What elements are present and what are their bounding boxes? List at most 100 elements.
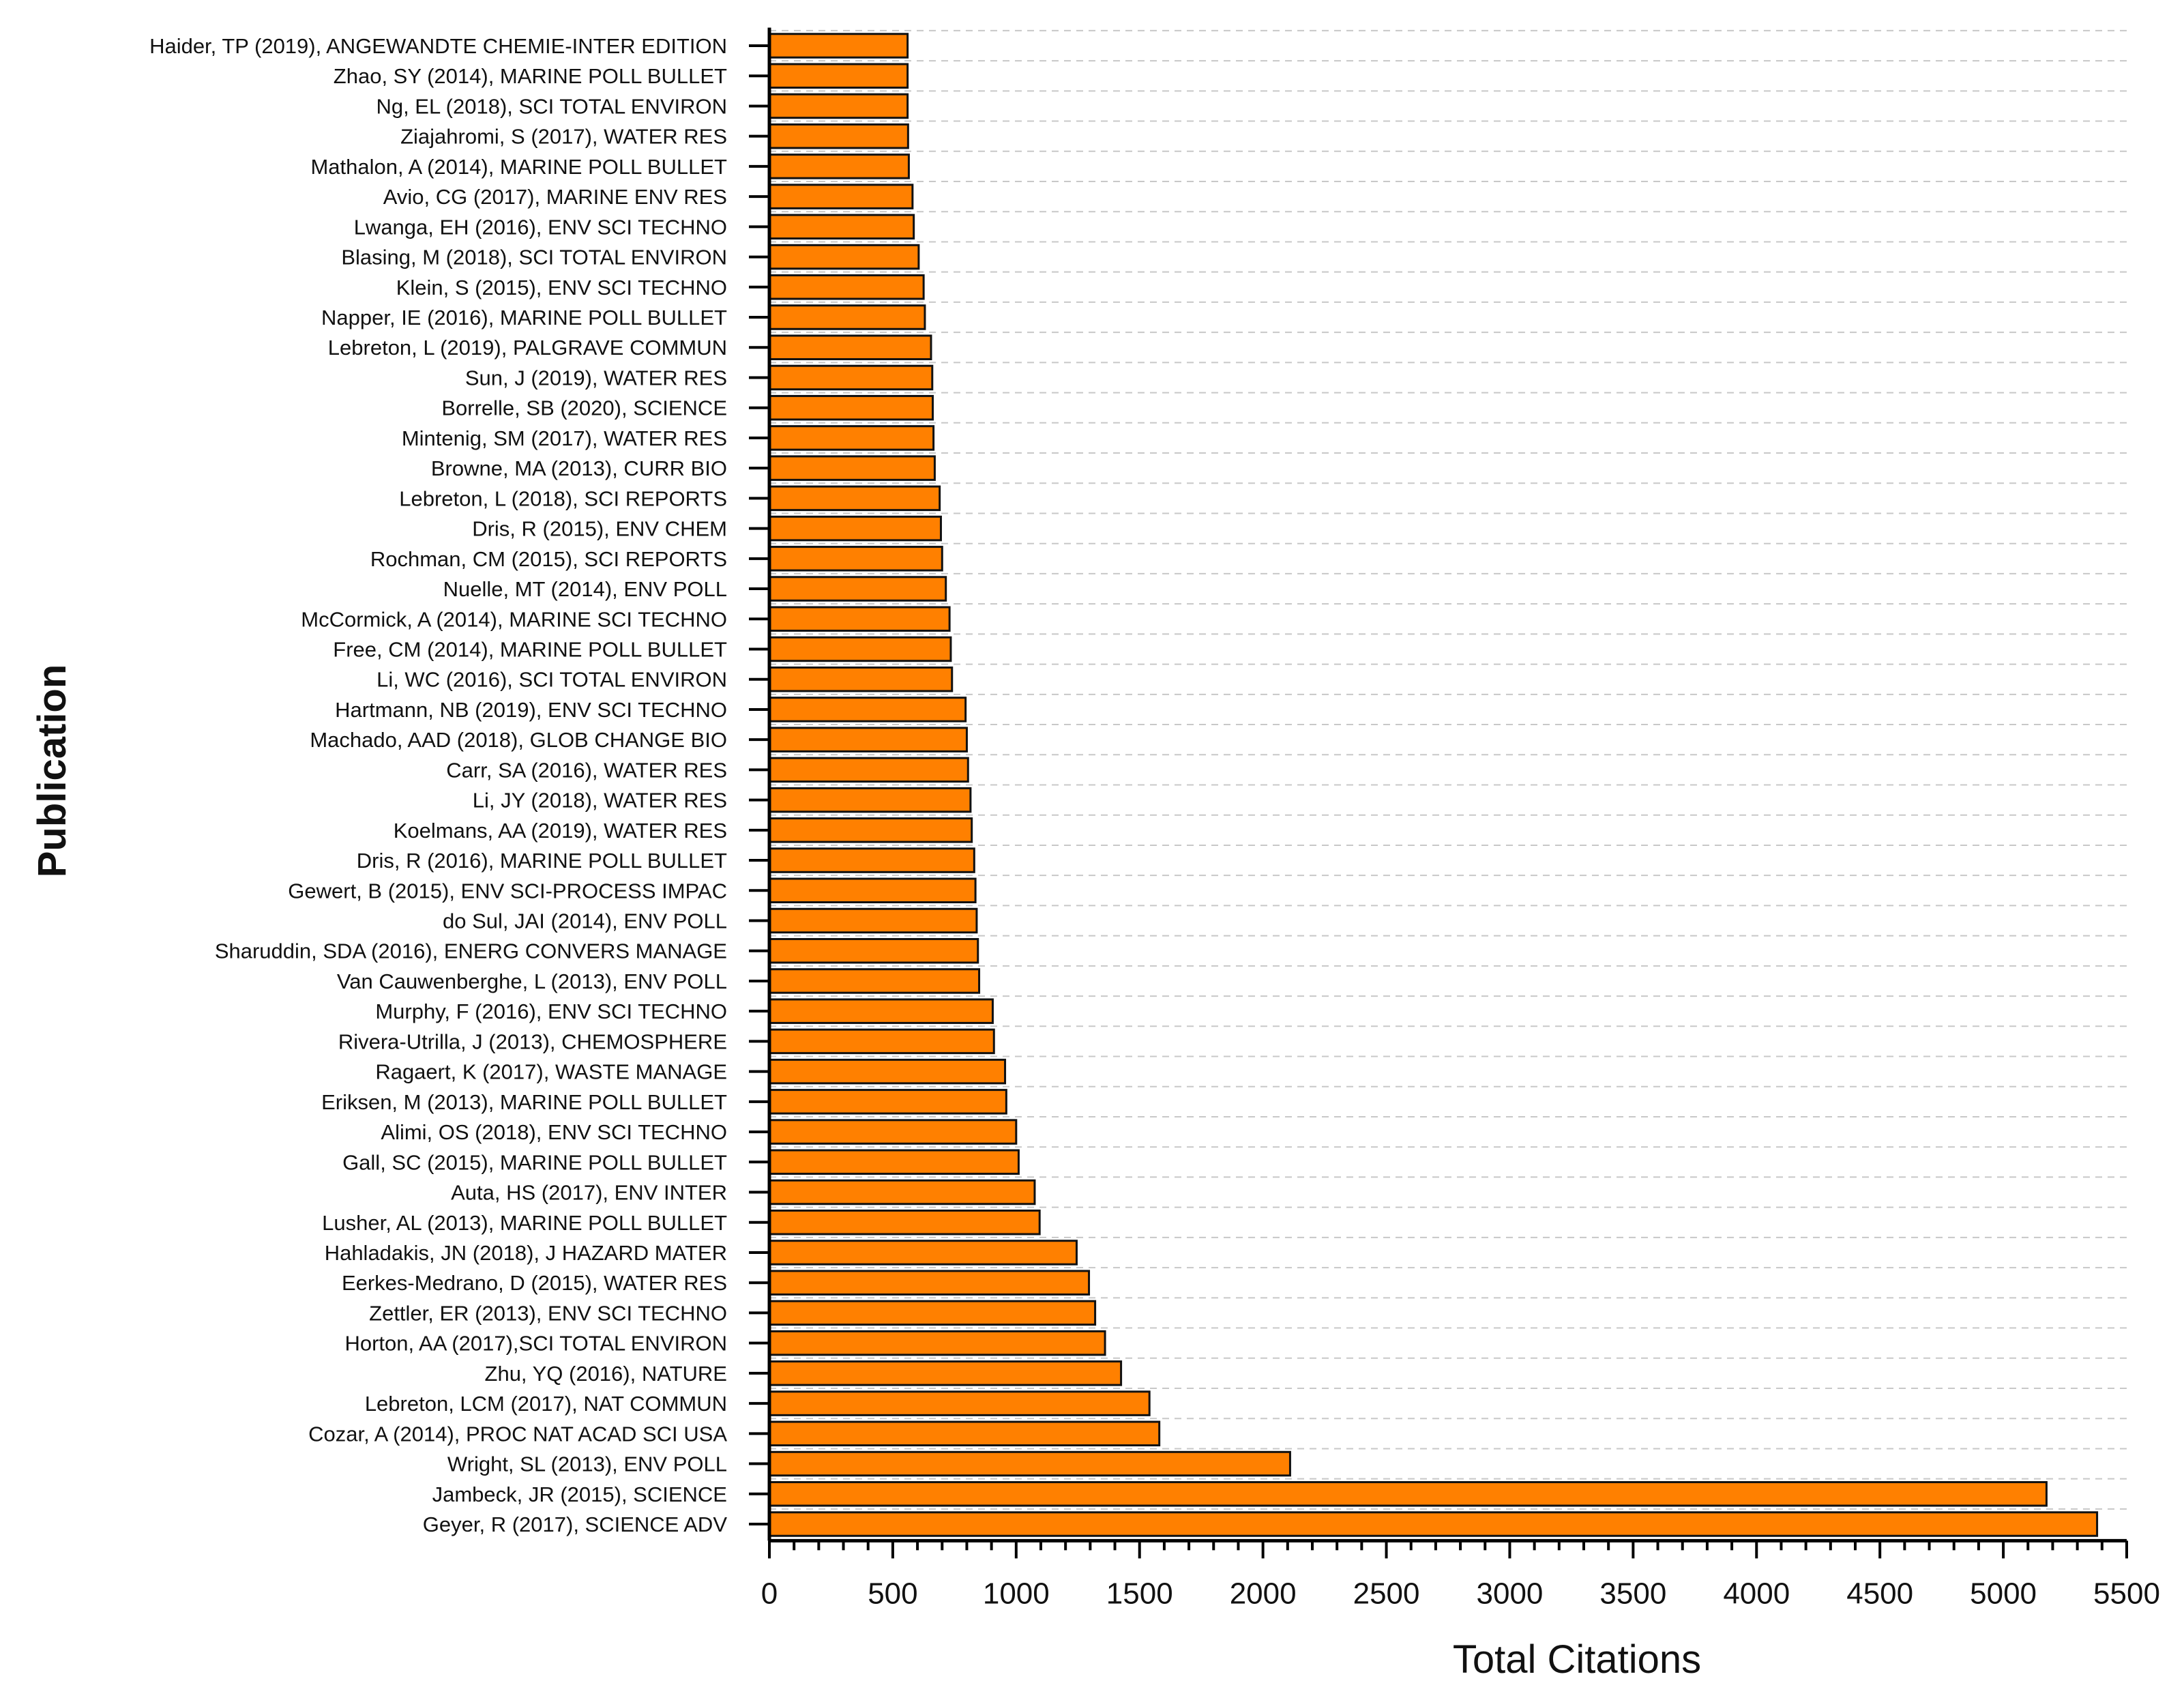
bar (768, 757, 969, 783)
category-labels: Haider, TP (2019), ANGEWANDTE CHEMIE-INT… (149, 34, 727, 1536)
y-axis-title: Publication (30, 664, 74, 878)
bar (768, 606, 951, 632)
category-label: Lebreton, L (2019), PALGRAVE COMMUN (328, 336, 727, 360)
category-label: Machado, AAD (2018), GLOB CHANGE BIO (310, 728, 727, 752)
category-label: Carr, SA (2016), WATER RES (446, 758, 727, 782)
category-label: Haider, TP (2019), ANGEWANDTE CHEMIE-INT… (149, 34, 727, 58)
category-label: do Sul, JAI (2014), ENV POLL (443, 909, 727, 933)
bar (768, 485, 941, 512)
category-label: Sharuddin, SDA (2016), ENERG CONVERS MAN… (215, 939, 727, 963)
category-label: Koelmans, AA (2019), WATER RES (394, 819, 727, 843)
category-label: Murphy, F (2016), ENV SCI TECHNO (375, 999, 727, 1023)
bar (768, 425, 935, 451)
category-label: Sun, J (2019), WATER RES (465, 366, 727, 390)
category-label: Rivera-Utrilla, J (2013), CHEMOSPHERE (338, 1029, 727, 1053)
category-label: McCormick, A (2014), MARINE SCI TECHNO (301, 607, 727, 631)
bar (768, 1420, 1161, 1447)
x-tick-label: 4500 (1846, 1577, 1913, 1610)
category-label: Zettler, ER (2013), ENV SCI TECHNO (369, 1301, 727, 1325)
bars (768, 33, 2099, 1537)
x-tick-label: 3500 (1599, 1577, 1666, 1610)
category-label: Lebreton, LCM (2017), NAT COMMUN (365, 1392, 727, 1416)
category-label: Horton, AA (2017),SCI TOTAL ENVIRON (344, 1332, 727, 1356)
category-label: Li, JY (2018), WATER RES (473, 789, 727, 813)
bar (768, 304, 926, 330)
x-tick-label: 5000 (1970, 1577, 2037, 1610)
bar (768, 184, 914, 209)
bar (768, 1028, 995, 1055)
x-tick-label: 1500 (1106, 1577, 1173, 1610)
category-label: Rochman, CM (2015), SCI REPORTS (370, 547, 727, 571)
category-label: Ziajahromi, S (2017), WATER RES (400, 125, 727, 149)
category-label: Ragaert, K (2017), WASTE MANAGE (375, 1060, 727, 1084)
bar (768, 274, 925, 300)
category-label: Jambeck, JR (2015), SCIENCE (432, 1482, 727, 1506)
category-label: Zhu, YQ (2016), NATURE (485, 1362, 727, 1386)
bar (768, 1089, 1007, 1115)
bar (768, 63, 909, 89)
category-label: Cozar, A (2014), PROC NAT ACAD SCI USA (308, 1422, 727, 1446)
category-label: Van Cauwenberghe, L (2013), ENV POLL (337, 969, 727, 993)
bar (768, 787, 972, 813)
bar (768, 1119, 1018, 1145)
x-tick-label: 500 (868, 1577, 917, 1610)
bar (768, 546, 943, 572)
category-label: Klein, S (2015), ENV SCI TECHNO (396, 276, 727, 299)
bar (768, 817, 973, 843)
bar (768, 244, 920, 270)
bar (768, 1240, 1078, 1266)
x-tick-label: 3000 (1477, 1577, 1544, 1610)
category-label: Nuelle, MT (2014), ENV POLL (443, 577, 727, 601)
bar (768, 153, 910, 179)
bar (768, 364, 934, 391)
x-tick-label: 4000 (1723, 1577, 1790, 1610)
bar (768, 1330, 1106, 1356)
bar (768, 937, 979, 964)
category-label: Lebreton, L (2018), SCI REPORTS (399, 486, 727, 510)
category-label: Auta, HS (2017), ENV INTER (451, 1181, 727, 1205)
grid-lines (769, 29, 2127, 1510)
bar (768, 1481, 2048, 1507)
category-label: Wright, SL (2013), ENV POLL (447, 1452, 727, 1476)
x-tick-label: 2500 (1353, 1577, 1420, 1610)
bar (768, 1450, 1291, 1477)
bar (768, 1511, 2099, 1537)
category-label: Hartmann, NB (2019), ENV SCI TECHNO (335, 698, 727, 722)
category-label: Zhao, SY (2014), MARINE POLL BULLET (334, 64, 727, 88)
category-label: Eerkes-Medrano, D (2015), WATER RES (342, 1271, 727, 1295)
category-label: Borrelle, SB (2020), SCIENCE (441, 396, 727, 420)
bar (768, 1390, 1151, 1416)
bar (768, 968, 981, 994)
category-label: Avio, CG (2017), MARINE ENV RES (383, 185, 727, 209)
category-label: Alimi, OS (2018), ENV SCI TECHNO (381, 1120, 727, 1144)
bar (768, 1360, 1123, 1386)
bar (768, 394, 934, 421)
category-label: Blasing, M (2018), SCI TOTAL ENVIRON (341, 246, 727, 269)
bar (768, 576, 947, 602)
category-label: Browne, MA (2013), CURR BIO (431, 456, 727, 480)
bar (768, 666, 954, 692)
category-label: Gall, SC (2015), MARINE POLL BULLET (342, 1150, 727, 1174)
bar (768, 697, 967, 722)
category-label: Gewert, B (2015), ENV SCI-PROCESS IMPAC (288, 879, 727, 903)
bar (768, 515, 942, 542)
bar (768, 334, 932, 360)
bar (768, 1300, 1097, 1326)
category-label: Mintenig, SM (2017), WATER RES (402, 426, 727, 450)
bar (768, 636, 952, 662)
x-axis-title: Total Citations (1453, 1637, 1701, 1682)
bar (768, 455, 936, 481)
x-tick-label: 5500 (2093, 1577, 2160, 1610)
bar (768, 727, 968, 752)
bar (768, 1270, 1091, 1296)
bar (768, 907, 978, 934)
bar (768, 1210, 1041, 1236)
category-label: Geyer, R (2017), SCIENCE ADV (423, 1512, 728, 1536)
category-label: Li, WC (2016), SCI TOTAL ENVIRON (377, 668, 727, 692)
category-label: Lwanga, EH (2016), ENV SCI TECHNO (354, 215, 727, 239)
x-axis-ticks: 0 500 1000 1500 2000 2500 3000 3500 4000 4500 5000… (749, 44, 2160, 1610)
bar (768, 1149, 1020, 1175)
bar (768, 847, 975, 873)
category-label: Dris, R (2015), ENV CHEM (472, 517, 727, 541)
